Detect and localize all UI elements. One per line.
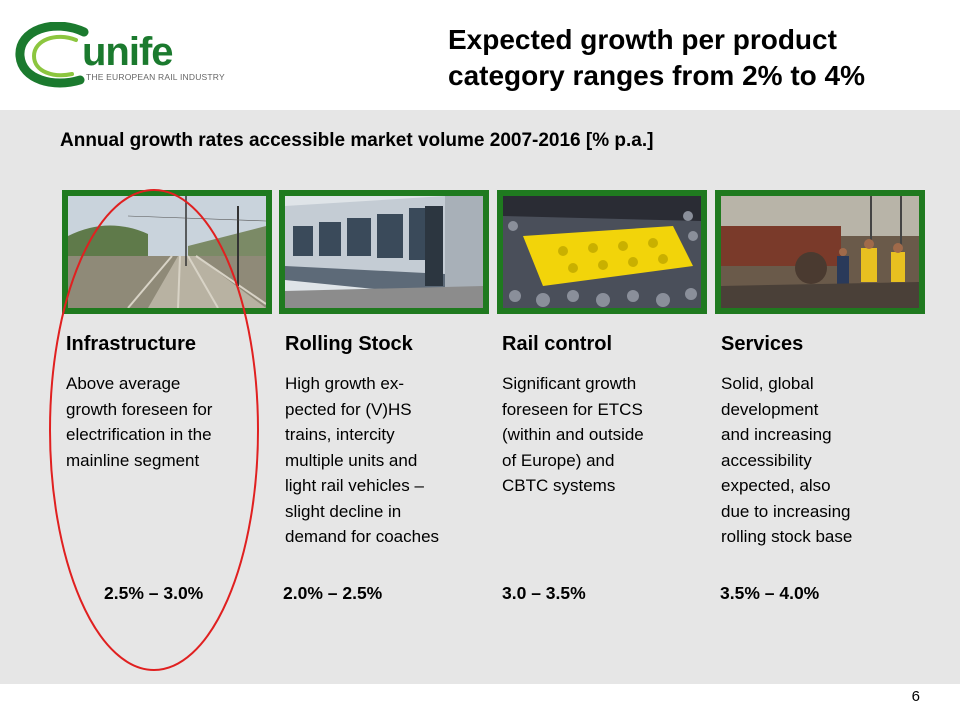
description-line: and increasing: [721, 425, 832, 444]
slide-header: unife THE EUROPEAN RAIL INDUSTRY Expecte…: [0, 0, 960, 110]
logo-swoosh-icon: [15, 22, 89, 88]
slide-subtitle: Annual growth rates accessible market vo…: [60, 130, 654, 151]
slide-title-line1: Expected growth per product: [448, 24, 837, 55]
growth-rate-rolling-stock: 2.0% – 2.5%: [283, 583, 383, 603]
description-line: demand for coaches: [285, 527, 440, 546]
description-line: light rail vehicles –: [285, 476, 424, 495]
category-description-infrastructure: Above average growth foreseen for electr…: [66, 371, 212, 473]
description-line: Significant growth: [502, 374, 637, 393]
description-line: of Europe) and: [502, 450, 615, 470]
category-description-services: Solid, global development and increasing…: [721, 371, 852, 550]
description-line: multiple units and: [285, 450, 418, 470]
description-line: expected, also: [721, 476, 831, 495]
category-title-rail-control: Rail control: [502, 333, 613, 355]
growth-rate-services: 3.5% – 4.0%: [720, 583, 820, 603]
slide-title-line2: category ranges from 2% to 4%: [448, 60, 866, 91]
services-photo: [715, 190, 925, 314]
description-line: accessibility: [721, 450, 812, 470]
description-line: foreseen for ETCS: [502, 399, 643, 419]
unife-logo: unife THE EUROPEAN RAIL INDUSTRY: [14, 22, 254, 92]
description-line: Above average: [66, 374, 181, 393]
description-line: trains, intercity: [285, 425, 395, 444]
category-title-infrastructure: Infrastructure: [66, 333, 197, 355]
highlight-ellipse: [49, 189, 259, 671]
description-line: pected for (V)HS: [285, 399, 412, 419]
infrastructure-photo: [62, 190, 272, 314]
description-line: development: [721, 399, 819, 419]
description-line: (within and outside: [502, 425, 644, 444]
description-line: electrification in the: [66, 425, 212, 444]
growth-rate-infrastructure: 2.5% – 3.0%: [104, 583, 204, 603]
description-line: Solid, global: [721, 374, 814, 393]
logo-wordmark: unife: [82, 30, 174, 74]
growth-rate-rail-control: 3.0 – 3.5%: [502, 583, 586, 603]
description-line: High growth ex-: [285, 374, 405, 393]
logo-tagline: THE EUROPEAN RAIL INDUSTRY: [86, 72, 225, 82]
category-title-services: Services: [721, 333, 804, 355]
description-line: CBTC systems: [502, 476, 616, 495]
category-description-rail-control: Significant growth foreseen for ETCS (wi…: [502, 371, 644, 499]
rolling-stock-photo: [279, 190, 489, 314]
description-line: due to increasing: [721, 501, 851, 521]
description-line: mainline segment: [66, 450, 200, 470]
category-title-rolling-stock: Rolling Stock: [285, 333, 413, 355]
description-line: rolling stock base: [721, 527, 853, 546]
rail-control-photo: [497, 190, 707, 314]
description-line: growth foreseen for: [66, 399, 213, 419]
category-description-rolling-stock: High growth ex- pected for (V)HS trains,…: [285, 371, 439, 550]
slide-title: Expected growth per product category ran…: [448, 22, 948, 94]
page-number: 6: [911, 688, 920, 705]
description-line: slight decline in: [285, 501, 402, 521]
